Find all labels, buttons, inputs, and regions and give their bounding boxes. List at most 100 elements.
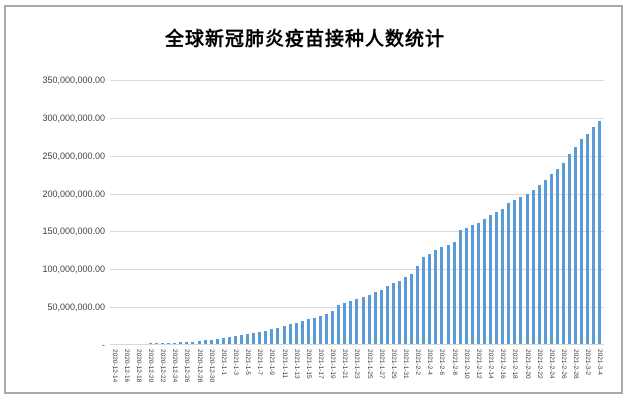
x-tick-label: 2021-2-14 bbox=[487, 349, 495, 379]
bar bbox=[525, 193, 529, 345]
bar bbox=[404, 276, 408, 345]
x-tick-label: 2021-2-22 bbox=[535, 349, 543, 379]
y-tick-label: 350,000,000.00 bbox=[42, 75, 105, 85]
x-tick-label: 2021-1-23 bbox=[353, 349, 361, 379]
chart-title: 全球新冠肺炎疫苗接种人数统计 bbox=[164, 29, 445, 50]
bar bbox=[385, 285, 389, 345]
bar bbox=[270, 329, 274, 345]
bar bbox=[343, 302, 347, 345]
bar bbox=[422, 256, 426, 345]
x-tick-label: 2021-1-21 bbox=[341, 349, 349, 379]
bar bbox=[568, 154, 572, 345]
bar bbox=[367, 294, 371, 345]
y-tick-label: 100,000,000.00 bbox=[42, 264, 105, 275]
gridline bbox=[110, 80, 604, 81]
bar bbox=[482, 219, 486, 345]
x-tick-label: 2021-2-4 bbox=[426, 349, 434, 376]
bar bbox=[349, 300, 353, 345]
x-tick-label: 2021-2-12 bbox=[474, 349, 482, 379]
x-tick-label: 2021-1-27 bbox=[377, 349, 385, 379]
x-tick-label: 2021-2-18 bbox=[511, 349, 519, 379]
bar bbox=[306, 319, 310, 345]
bar bbox=[592, 126, 596, 345]
bar bbox=[258, 331, 262, 345]
gridline bbox=[110, 193, 604, 195]
bar bbox=[416, 266, 420, 345]
x-tick-label: 2020-12-20 bbox=[146, 349, 154, 383]
bar bbox=[227, 337, 231, 345]
y-tick-label: 150,000,000.00 bbox=[42, 226, 105, 237]
x-tick-label: 2021-1-19 bbox=[329, 349, 337, 379]
bar bbox=[464, 228, 468, 345]
x-tick-label: 2021-1-7 bbox=[256, 349, 264, 376]
x-tick-label: 2021-1-29 bbox=[389, 349, 397, 379]
y-tick-label: - bbox=[102, 340, 105, 350]
bar bbox=[495, 211, 499, 345]
bar bbox=[428, 253, 432, 345]
bar bbox=[537, 185, 541, 345]
bar bbox=[319, 315, 322, 345]
x-tick-label: 2021-1-31 bbox=[402, 349, 410, 379]
bar bbox=[410, 273, 414, 345]
x-tick-label: 2021-2-16 bbox=[499, 349, 507, 379]
bar bbox=[549, 173, 553, 345]
bar bbox=[264, 330, 268, 345]
bar bbox=[598, 120, 602, 345]
bar bbox=[337, 304, 341, 345]
bar bbox=[440, 246, 444, 345]
x-tick-label: 2021-2-8 bbox=[450, 349, 458, 376]
x-tick-label: 2021-1-25 bbox=[365, 349, 373, 379]
bar bbox=[543, 179, 547, 345]
gridline bbox=[110, 155, 604, 157]
bar bbox=[507, 203, 511, 345]
bar bbox=[513, 200, 517, 345]
x-tick-label: 2021-1-13 bbox=[292, 349, 300, 379]
bar bbox=[197, 341, 201, 345]
bar-chart-plot-area bbox=[110, 80, 604, 345]
bar bbox=[397, 280, 401, 345]
bar bbox=[574, 147, 578, 345]
x-tick-label: 2021-1-11 bbox=[280, 349, 288, 379]
y-tick-label: 200,000,000.00 bbox=[42, 188, 105, 199]
bar bbox=[240, 335, 244, 345]
x-axis-line bbox=[110, 344, 604, 345]
bar bbox=[233, 336, 237, 345]
x-tick-label: 2020-12-30 bbox=[207, 349, 215, 383]
bar bbox=[185, 341, 189, 345]
x-tick-label: 2021-1-9 bbox=[268, 349, 276, 376]
bar bbox=[391, 283, 395, 345]
bar bbox=[476, 222, 480, 345]
bar bbox=[531, 189, 535, 345]
x-tick-label: 2020-12-16 bbox=[122, 349, 130, 383]
bar bbox=[489, 215, 493, 345]
bar bbox=[361, 297, 365, 345]
bar bbox=[561, 163, 565, 345]
gridline bbox=[110, 269, 604, 271]
gridline bbox=[110, 231, 604, 233]
bar bbox=[167, 342, 171, 345]
x-tick-label: 2020-12-18 bbox=[134, 349, 142, 383]
x-tick-label: 2021-3-4 bbox=[596, 349, 604, 376]
x-tick-label: 2020-12-24 bbox=[171, 349, 179, 383]
x-tick-label: 2020-12-26 bbox=[183, 349, 191, 383]
x-tick-label: 2021-2-24 bbox=[547, 349, 555, 379]
x-tick-label: 2021-1-5 bbox=[244, 349, 252, 376]
bar bbox=[312, 317, 316, 345]
x-tick-label: 2020-12-22 bbox=[159, 349, 167, 383]
bar bbox=[294, 322, 298, 345]
bar bbox=[221, 337, 225, 345]
bar bbox=[331, 310, 335, 345]
bar bbox=[203, 340, 207, 345]
x-tick-label: 2021-2-26 bbox=[559, 349, 567, 379]
bar bbox=[586, 133, 590, 345]
bar bbox=[300, 320, 304, 345]
bar bbox=[325, 313, 329, 345]
x-tick-label: 2021-3-2 bbox=[584, 349, 592, 376]
bar bbox=[276, 327, 280, 345]
bar bbox=[580, 139, 584, 345]
bar bbox=[434, 249, 438, 345]
x-tick-label: 2021-1-15 bbox=[304, 349, 312, 379]
y-tick-label: 300,000,000.00 bbox=[42, 112, 105, 123]
bar bbox=[252, 333, 256, 345]
bar bbox=[501, 208, 505, 345]
